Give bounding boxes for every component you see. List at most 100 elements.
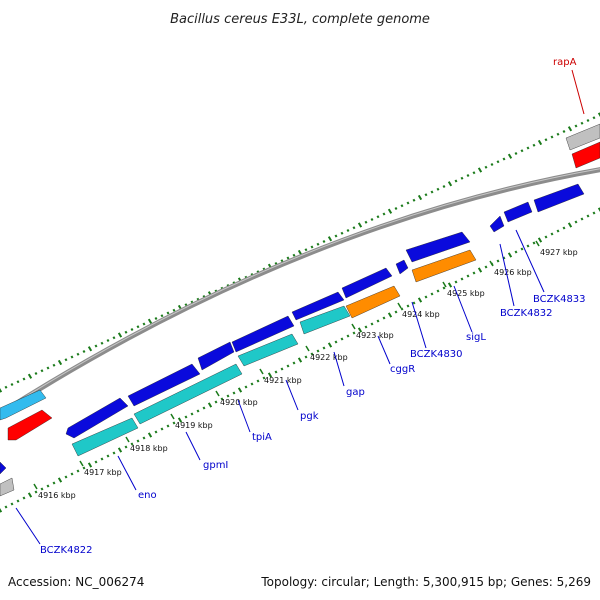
outer-tick	[322, 239, 326, 244]
kbp-tick-mark	[33, 483, 38, 490]
outer-tick	[436, 187, 440, 191]
inner-tick	[406, 304, 410, 308]
feature-grey-edge	[0, 477, 15, 497]
inner-tick	[472, 271, 476, 275]
inner-tick	[202, 406, 206, 410]
outer-tick	[64, 358, 68, 362]
inner-tick	[352, 331, 356, 335]
feature-cds	[197, 341, 235, 371]
inner-tick	[544, 235, 548, 239]
inner-tick	[412, 301, 416, 305]
inner-tick	[304, 355, 308, 359]
gene-leader-line	[499, 243, 515, 307]
feature-cds	[65, 397, 129, 439]
feature-red	[571, 141, 600, 169]
inner-tick	[292, 361, 296, 365]
kbp-label: 4921 kbp	[264, 376, 302, 385]
outer-tick	[52, 363, 56, 367]
outer-tick	[400, 204, 404, 208]
outer-tick	[394, 206, 398, 211]
outer-tick	[597, 112, 600, 118]
inner-tick	[196, 409, 200, 413]
inner-tick	[166, 424, 170, 428]
outer-tick	[382, 212, 386, 216]
outer-tick	[22, 377, 26, 381]
outer-tick	[496, 160, 500, 164]
inner-tick	[52, 481, 56, 485]
feature-cyan	[71, 417, 139, 457]
inner-tick	[370, 322, 374, 326]
inner-tick	[267, 372, 273, 378]
inner-tick	[220, 397, 224, 401]
outer-tick	[520, 149, 524, 153]
outer-tick	[460, 176, 464, 180]
inner-tick	[526, 244, 530, 248]
inner-tick	[477, 267, 483, 273]
backbone-layer	[0, 167, 600, 417]
outer-tick	[70, 355, 74, 359]
outer-tick	[537, 139, 543, 146]
outer-tick	[286, 256, 290, 260]
inner-tick	[537, 237, 543, 243]
outer-tick	[117, 332, 123, 338]
inner-tick	[400, 307, 404, 311]
inner-tick	[364, 325, 368, 329]
inner-tick	[16, 499, 20, 503]
tick-marks-layer	[0, 112, 600, 513]
gene-leader-line	[411, 301, 427, 349]
inner-tick	[136, 439, 140, 443]
inner-tick	[226, 394, 230, 398]
feature-orange	[411, 249, 477, 283]
feature-cds	[291, 291, 345, 321]
outer-tick	[580, 121, 584, 125]
outer-tick	[154, 316, 158, 321]
genome-backbone-highlight	[0, 168, 600, 414]
outer-tick	[562, 129, 566, 134]
gene-label: BCZK4832	[500, 308, 553, 319]
feature-orange	[345, 285, 401, 319]
kbp-label: 4925 kbp	[447, 289, 485, 298]
outer-tick	[477, 167, 483, 173]
inner-tick	[460, 277, 464, 281]
inner-tick	[70, 472, 74, 476]
kbp-label: 4927 kbp	[540, 248, 578, 257]
inner-tick	[237, 387, 243, 393]
outer-tick	[27, 373, 33, 379]
inner-tick	[22, 496, 26, 500]
outer-tick	[76, 352, 80, 356]
feature-cyan	[299, 305, 351, 335]
inner-tick	[574, 220, 578, 224]
inner-tick	[514, 250, 518, 254]
outer-tick	[592, 116, 596, 120]
outer-tick	[130, 327, 134, 332]
inner-tick	[556, 229, 560, 233]
inner-tick	[592, 211, 596, 215]
inner-tick	[417, 297, 423, 303]
kbp-tick-mark	[79, 460, 84, 467]
gene-leader-line	[237, 399, 251, 433]
outer-tick	[94, 344, 98, 348]
inner-tick	[436, 289, 440, 293]
feature-cds	[127, 363, 201, 407]
inner-tick	[316, 349, 320, 353]
outer-tick	[352, 226, 356, 230]
inner-tick	[454, 280, 458, 284]
gene-label: sigL	[466, 332, 486, 343]
outer-tick	[357, 222, 363, 228]
kbp-tick-mark	[170, 413, 175, 420]
inner-tick	[327, 342, 333, 348]
inner-tick	[34, 490, 38, 494]
inner-tick	[580, 217, 584, 221]
feature-light-blue	[0, 389, 47, 421]
feature-cds	[503, 201, 533, 223]
kbp-label: 4922 kbp	[310, 353, 348, 362]
inner-tick	[57, 477, 63, 483]
outer-tick	[454, 179, 458, 183]
outer-tick	[46, 366, 50, 370]
inner-tick	[484, 265, 488, 269]
gene-label: pgk	[300, 411, 319, 422]
kbp-tick-mark	[125, 436, 130, 443]
genome-summary-text: Topology: circular; Length: 5,300,915 bp…	[260, 575, 591, 589]
outer-tick	[310, 245, 314, 249]
